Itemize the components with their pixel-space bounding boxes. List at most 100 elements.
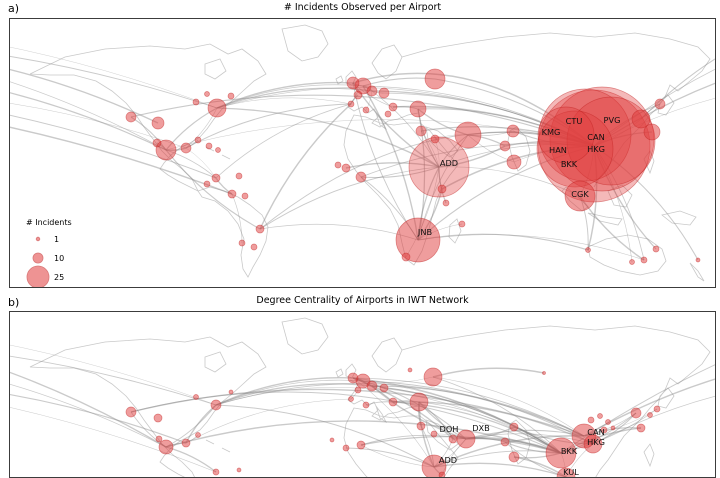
airport-bubble — [152, 138, 162, 148]
airport-bubble — [125, 406, 137, 418]
route-edge — [640, 58, 715, 120]
route-edge — [216, 107, 440, 168]
route-edge — [216, 84, 364, 109]
airport-bubble — [629, 259, 635, 265]
legend-title: # Incidents — [26, 218, 72, 227]
airport-code-label: BKK — [561, 159, 578, 169]
airport-bubble — [353, 90, 363, 100]
airport-bubble — [388, 397, 398, 407]
route-edge — [10, 126, 233, 195]
route-edge — [417, 233, 589, 251]
route-edge — [593, 145, 633, 263]
airport-bubble — [430, 430, 438, 438]
airport-bubble — [153, 413, 163, 423]
incidents-size-legend: # Incidents 1 10 25 — [26, 218, 72, 287]
airport-bubble — [454, 121, 482, 149]
route-edge — [216, 97, 352, 109]
panel-b-label: b) — [8, 296, 20, 309]
airport-bubble — [643, 123, 661, 141]
airport-bubble — [379, 383, 389, 393]
route-edge — [433, 462, 567, 477]
airport-bubble — [348, 396, 354, 402]
route-edge — [10, 68, 159, 124]
airport-code-labels: CTU PVG KMG CAN HAN HKG BKK CGK ADD JNB — [417, 115, 621, 237]
route-edge — [130, 391, 562, 454]
route-edge — [362, 380, 594, 445]
airport-bubble — [235, 172, 243, 180]
route-edge — [383, 387, 562, 454]
airport-bubble — [508, 451, 520, 463]
airport-bubble — [158, 439, 174, 455]
airport-bubble — [424, 68, 446, 90]
airport-bubble — [193, 394, 199, 400]
route-edge — [371, 385, 467, 440]
airport-bubble — [500, 437, 510, 447]
route-edge — [165, 149, 261, 230]
route-edge — [10, 393, 187, 444]
airport-bubble — [241, 192, 249, 200]
route-edge — [259, 166, 440, 230]
airport-bubble — [556, 467, 576, 477]
airport-bubble — [542, 371, 546, 375]
route-edge — [417, 234, 645, 261]
legend-value-label: 1 — [54, 235, 59, 244]
airport-bubble — [438, 471, 446, 477]
airport-bubble — [204, 91, 210, 97]
airport-bubble — [347, 100, 355, 108]
airport-bubble — [509, 422, 519, 432]
airport-code-label: CGK — [571, 189, 589, 199]
route-edge — [362, 85, 595, 147]
airport-bubble — [180, 142, 192, 154]
airport-bubble — [652, 245, 660, 253]
route-edge — [438, 143, 595, 168]
airport-bubble — [695, 257, 701, 263]
airport-bubble — [378, 87, 390, 99]
route-edge — [432, 367, 545, 378]
route-edge — [438, 166, 581, 197]
route-edge — [360, 142, 595, 178]
airport-bubble — [362, 401, 370, 409]
route-edge — [417, 108, 595, 147]
airport-bubble — [155, 435, 163, 443]
route-edge — [583, 378, 715, 437]
airport-bubble — [207, 98, 227, 118]
route-edge — [10, 383, 167, 448]
panel-a-title: # Incidents Observed per Airport — [283, 2, 442, 13]
airport-bubble — [194, 136, 202, 144]
route-edge — [165, 119, 595, 151]
route-edge — [165, 446, 217, 473]
route-edge — [10, 46, 218, 109]
airport-bubble — [597, 413, 603, 419]
panel-b-title: Degree Centrality of Airports in IWT Net… — [256, 295, 469, 306]
airport-bubble — [356, 440, 366, 450]
route-edge — [465, 429, 585, 440]
airport-bubble — [640, 256, 648, 264]
route-edge — [371, 385, 585, 437]
airport-bubble — [421, 454, 447, 477]
route-edge — [383, 92, 595, 147]
route-edge — [216, 81, 354, 109]
route-edge — [345, 162, 440, 169]
airport-bubble — [236, 467, 242, 473]
route-edge — [593, 145, 657, 250]
panel-a-map-svg: CTU PVG KMG CAN HAN HKG BKK CGK ADD JNB — [10, 24, 715, 282]
airport-bubbles — [125, 367, 661, 477]
airport-bubble — [195, 432, 201, 438]
airport-bubble — [346, 76, 360, 90]
airport-code-label: HKG — [587, 144, 605, 154]
airport-bubble — [408, 136, 470, 198]
airport-bubble — [366, 85, 378, 97]
airport-bubble — [409, 100, 427, 118]
airport-bubble — [506, 154, 522, 170]
airport-bubble — [210, 399, 222, 411]
airport-bubble — [205, 142, 213, 150]
airport-code-label: JNB — [417, 227, 433, 237]
route-edge — [371, 385, 562, 454]
route-edge — [587, 145, 598, 251]
route-edge — [362, 77, 436, 87]
route-edge — [185, 103, 352, 149]
airport-bubble — [329, 437, 335, 443]
airport-bubble — [366, 380, 378, 392]
route-edge — [593, 145, 645, 261]
